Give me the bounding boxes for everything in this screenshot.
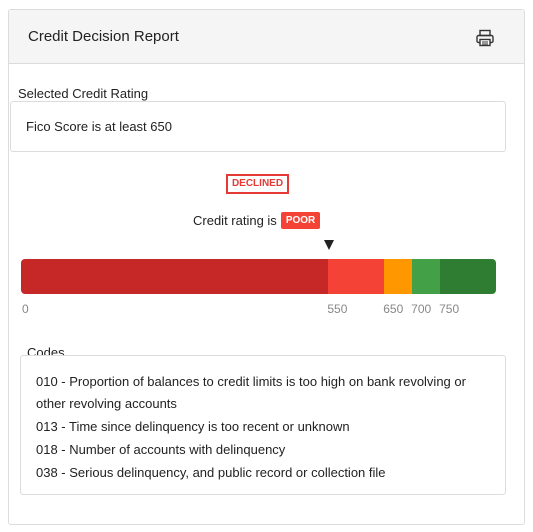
codes-box: 010 - Proportion of balances to credit l… (20, 355, 506, 495)
selected-rating-label: Selected Credit Rating (18, 86, 149, 101)
scale-tick-label: 750 (439, 302, 460, 316)
credit-score-scale (21, 259, 496, 294)
card-header: Credit Decision Report (9, 10, 524, 64)
print-button[interactable] (475, 28, 495, 48)
scale-segment (440, 259, 496, 294)
scale-tick-label: 700 (411, 302, 432, 316)
selected-rating-value: Fico Score is at least 650 (26, 119, 172, 134)
code-item: 013 - Time since delinquency is too rece… (36, 419, 350, 434)
score-marker-icon (324, 240, 335, 250)
page-title: Credit Decision Report (28, 28, 179, 45)
scale-tick-label: 650 (383, 302, 404, 316)
scale-segment (21, 259, 329, 294)
printer-icon (476, 29, 494, 47)
credit-rating-line: Credit rating is POOR (193, 211, 321, 229)
scale-segment (328, 259, 385, 294)
scale-tick-label: 550 (327, 302, 348, 316)
decision-status-badge: DECLINED (226, 174, 289, 194)
selected-rating-box: Fico Score is at least 650 (10, 101, 506, 152)
code-item: 038 - Serious delinquency, and public re… (36, 465, 386, 480)
code-item: 010 - Proportion of balances to credit l… (36, 374, 466, 411)
scale-segment (412, 259, 441, 294)
codes-list: 010 - Proportion of balances to credit l… (36, 371, 496, 485)
scale-segment (384, 259, 413, 294)
credit-rating-badge: POOR (280, 211, 321, 229)
code-item: 018 - Number of accounts with delinquenc… (36, 442, 286, 457)
credit-rating-label: Credit rating is (193, 212, 277, 228)
scale-tick-label: 0 (22, 302, 29, 316)
